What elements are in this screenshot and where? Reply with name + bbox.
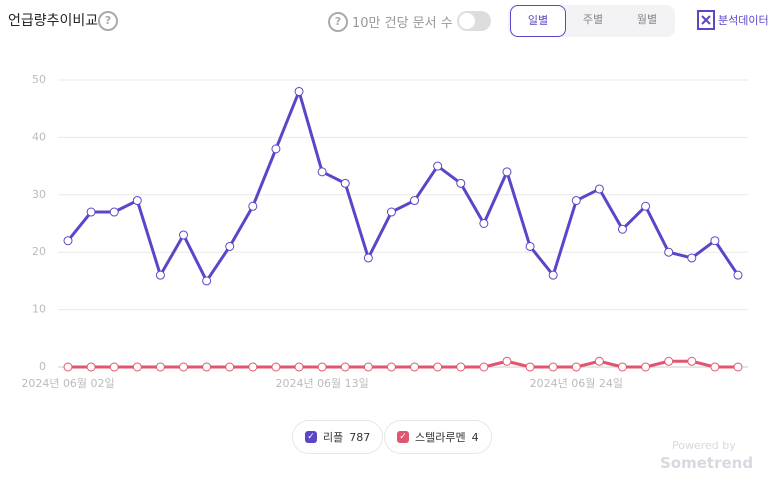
data-point (571, 196, 581, 206)
data-point (248, 201, 258, 211)
data-point (294, 362, 304, 372)
data-point (386, 362, 396, 372)
data-point (479, 362, 489, 372)
export-button[interactable]: 분석데이터 (697, 10, 769, 30)
data-point (109, 362, 119, 372)
checkbox: ✓ (305, 431, 317, 443)
export-label: 분석데이터 (718, 14, 769, 27)
data-point (363, 362, 373, 372)
data-point (363, 253, 373, 263)
legend-item[interactable]: ✓ 스텔라루멘 4 (384, 420, 492, 454)
title: 언급량추이비교 (8, 13, 99, 29)
data-point (202, 362, 212, 372)
chart: 0 10 20 30 40 50 2024년 06월 02일 2024년 06월 13일 202… (21, 73, 748, 390)
data-point (386, 207, 396, 217)
data-point (179, 230, 189, 240)
data-point (687, 356, 697, 366)
x-tick-label: 2024년 06월 02일 (21, 376, 114, 390)
data-point (617, 224, 627, 234)
data-point (202, 276, 212, 286)
data-point (456, 178, 466, 188)
legend-label: 리플 (323, 431, 344, 444)
data-point (479, 219, 489, 228)
period-tabs: 일별 주별 월별 (508, 5, 675, 37)
data-point (317, 167, 327, 177)
x-tick-label: 2024년 06월 24일 (530, 376, 623, 390)
legend-item[interactable]: ✓ 리플 787 (292, 420, 384, 454)
data-point (502, 356, 512, 366)
data-point (687, 253, 697, 263)
data-point (617, 362, 627, 372)
data-point (733, 270, 743, 280)
help-icon[interactable]: ? (98, 11, 118, 31)
data-point (86, 362, 96, 372)
data-point (410, 362, 420, 372)
data-point (433, 161, 443, 171)
data-point (594, 356, 604, 366)
help-icon[interactable]: ? (328, 12, 348, 32)
data-point (179, 362, 189, 372)
checkbox: ✓ (397, 431, 409, 443)
data-point (340, 178, 350, 188)
data-point (641, 362, 651, 372)
data-point (294, 86, 304, 96)
data-point (525, 362, 535, 372)
data-point (664, 247, 674, 257)
data-point (248, 362, 258, 372)
data-point (664, 356, 674, 366)
tab[interactable]: 일별 (510, 5, 566, 37)
y-tick-label: 0 (39, 360, 46, 373)
data-point (225, 241, 235, 251)
data-point (86, 207, 96, 217)
data-point (132, 362, 142, 372)
x-tick-label: 2024년 06월 13일 (275, 376, 368, 390)
data-point (710, 362, 720, 372)
legend-label: 스텔라루멘 (415, 431, 466, 444)
data-point (410, 196, 420, 206)
data-point (525, 241, 535, 251)
series-line (66, 89, 740, 283)
data-point (63, 236, 73, 246)
data-point (594, 184, 604, 194)
data-point (271, 362, 281, 372)
legend-total: 787 (349, 430, 371, 444)
data-point (433, 362, 443, 372)
data-point (456, 362, 466, 372)
y-tick-label: 50 (32, 73, 46, 86)
legend-total: 4 (471, 430, 479, 444)
data-point (109, 207, 119, 217)
y-tick-label: 30 (32, 188, 46, 201)
data-point (548, 362, 558, 372)
data-point (225, 362, 235, 372)
data-point (63, 362, 73, 372)
data-point (733, 362, 743, 372)
excel-icon (697, 10, 715, 30)
data-point (710, 236, 720, 246)
data-point (641, 201, 651, 211)
y-tick-label: 20 (32, 245, 46, 258)
toggle[interactable] (457, 11, 491, 31)
data-point (155, 362, 165, 372)
data-point (502, 167, 512, 177)
y-tick-label: 10 (32, 303, 46, 316)
tab[interactable]: 주별 (582, 13, 604, 26)
brand: Sometrend (660, 454, 754, 472)
data-point (317, 362, 327, 372)
per-label: 10만 건당 문서 수 (352, 16, 453, 31)
powered-by: Powered by (672, 439, 736, 452)
tab[interactable]: 월별 (636, 13, 658, 26)
data-point (548, 270, 558, 280)
data-point (155, 270, 165, 280)
data-point (340, 362, 350, 372)
series-line (68, 359, 738, 369)
data-point (571, 362, 581, 372)
data-point (132, 196, 142, 206)
data-point (271, 144, 281, 154)
y-tick-label: 40 (32, 130, 46, 143)
